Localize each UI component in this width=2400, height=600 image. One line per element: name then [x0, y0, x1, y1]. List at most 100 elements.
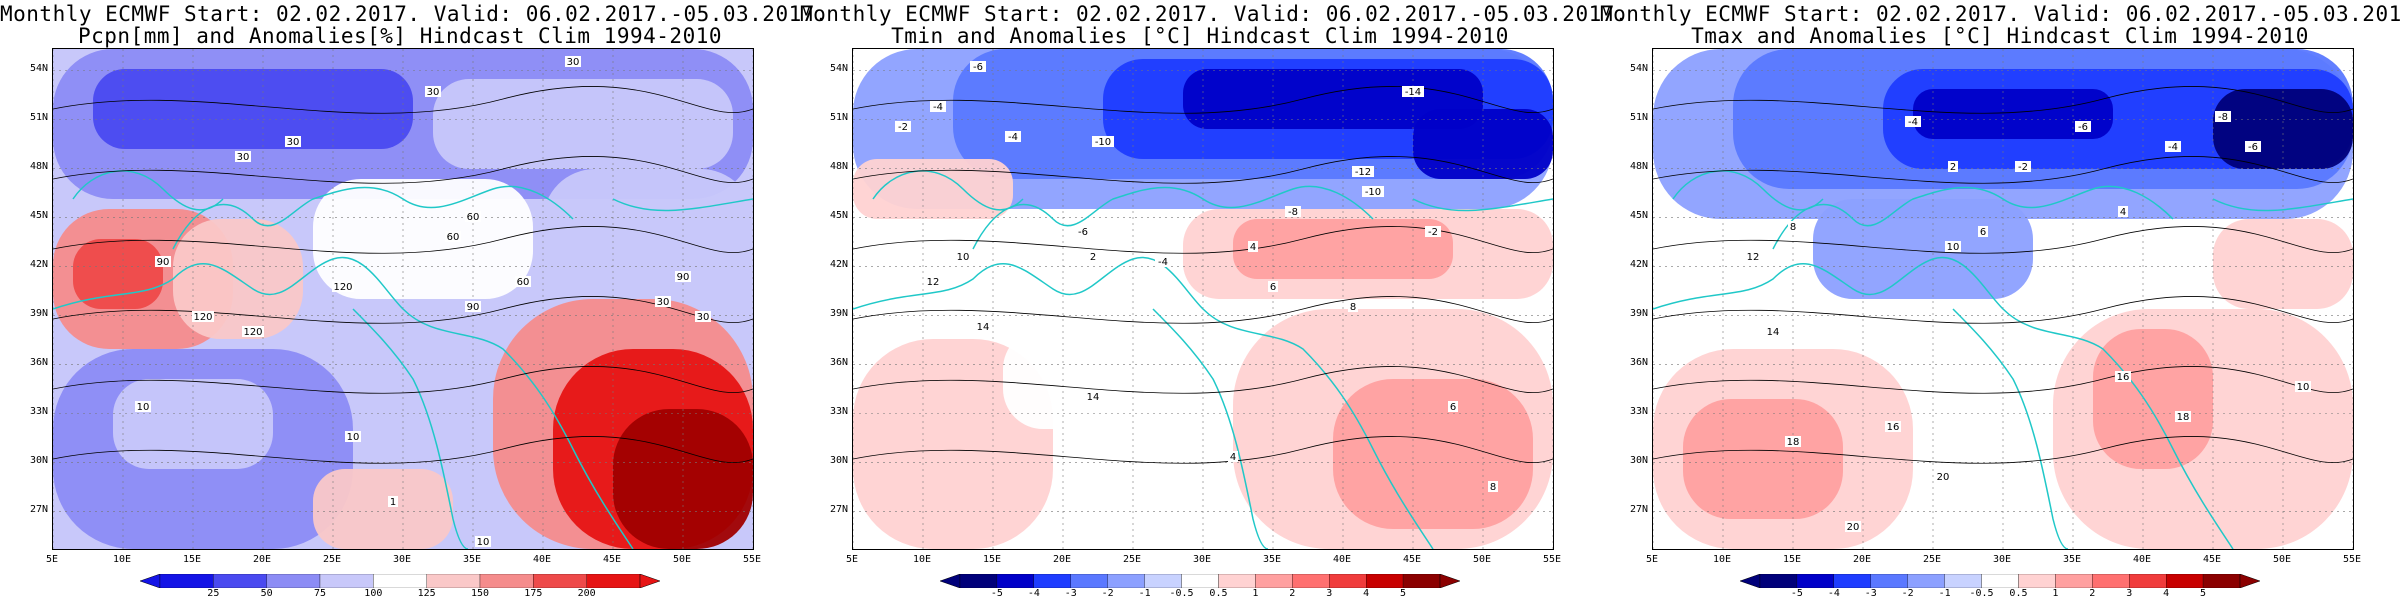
contour-line [853, 226, 1553, 254]
colorbar-label: 4 [2163, 588, 2170, 599]
contour-label: 10 [345, 431, 361, 443]
colorbar-segment [1218, 574, 1256, 588]
contour-label: 4 [1228, 451, 1238, 463]
colorbar-segment [1107, 574, 1145, 588]
colorbar-arrow-right [1439, 574, 1460, 588]
lat-tick-label: 48N [29, 161, 48, 173]
colorbar-arrow-right [2239, 574, 2260, 588]
svg-text:14: 14 [1087, 392, 1100, 403]
panel-title: Monthly ECMWF Start: 02.02.2017. Valid: … [1600, 2, 2400, 26]
colorbar-label: 50 [260, 588, 273, 599]
svg-text:10: 10 [957, 252, 970, 263]
colorbar [940, 574, 1460, 588]
colorbar-label: 200 [577, 588, 596, 599]
lon-tick-label: 20E [1052, 554, 1072, 565]
svg-text:8: 8 [1490, 482, 1496, 493]
colorbar-label: 4 [1363, 588, 1370, 599]
lat-tick-label: 42N [1629, 259, 1648, 271]
contour-label: 30 [565, 56, 581, 68]
colorbar-segment [1144, 574, 1182, 588]
contour-label: 30 [425, 86, 441, 98]
colorbar-segment [1944, 574, 1982, 588]
colorbar-segment [2055, 574, 2093, 588]
svg-text:10: 10 [2297, 382, 2310, 393]
svg-text:30: 30 [237, 152, 250, 163]
svg-text:20: 20 [1847, 522, 1860, 533]
lat-tick-label: 30N [1629, 455, 1648, 467]
coastline [1672, 170, 1824, 211]
contour-label: 12 [925, 276, 941, 288]
svg-text:14: 14 [977, 322, 990, 333]
contour-label: 10 [1945, 241, 1961, 253]
colorbar-label: 100 [364, 588, 383, 599]
contour-label: 8 [1488, 481, 1498, 493]
contour-label: 60 [465, 211, 481, 223]
map-area: -6 -4 -2 -4 -10 -14 -12 -10 -8 -6 -4 -2 2 4 6 8 10 12 14 14… [852, 48, 1554, 550]
map-area: -6 -4 -2 -8 -6 -4 2 4 6 8 10 12 14 16 18 20 20 18 16 10 [1652, 48, 2354, 550]
colorbar-label: -5 [990, 588, 1003, 599]
svg-text:90: 90 [677, 272, 690, 283]
svg-text:12: 12 [927, 277, 940, 288]
lat-tick-label: 48N [829, 161, 848, 173]
contour-label: 120 [192, 311, 214, 323]
colorbar-label: 125 [417, 588, 436, 599]
lat-tick-label: 45N [1629, 210, 1648, 222]
svg-text:60: 60 [447, 232, 460, 243]
lat-tick-label: 27N [1629, 504, 1648, 516]
colorbar-segment [1255, 574, 1293, 588]
field-region [543, 169, 753, 299]
lat-tick-label: 54N [29, 63, 48, 75]
contour-label: 18 [2175, 411, 2191, 423]
contour-label: -10 [1092, 136, 1114, 148]
lat-tick-label: 45N [29, 210, 48, 222]
lat-tick-label: 30N [29, 455, 48, 467]
panel-subtitle: Tmax and Anomalies [°C] Hindcast Clim 19… [1691, 24, 2309, 48]
lon-tick-label: 40E [532, 554, 552, 565]
lon-tick-label: 5E [845, 554, 859, 565]
colorbar-segment [159, 574, 214, 588]
svg-text:30: 30 [427, 87, 440, 98]
field-region [313, 469, 453, 549]
colorbar-segment [1329, 574, 1367, 588]
colorbar-segment [2092, 574, 2130, 588]
colorbar-label: 3 [1326, 588, 1333, 599]
coastline [53, 256, 634, 549]
colorbar-arrow-right [639, 574, 660, 588]
svg-text:6: 6 [1270, 282, 1276, 293]
contour-label: 60 [515, 276, 531, 288]
colorbar-segment [213, 574, 267, 588]
contour-label: -2 [2015, 161, 2031, 173]
contour-label: 10 [955, 251, 971, 263]
map-field: -6 -4 -2 -4 -10 -14 -12 -10 -8 -6 -4 -2 2 4 6 8 10 12 14 14… [853, 49, 1553, 549]
svg-text:30: 30 [657, 297, 670, 308]
field-region [853, 339, 1053, 549]
field-region [853, 159, 1013, 219]
colorbar-label: 2 [1289, 588, 1296, 599]
lat-tick-label: 33N [1629, 406, 1648, 418]
colorbar-label: 150 [470, 588, 490, 599]
colorbar-label: 3 [2126, 588, 2133, 599]
svg-text:30: 30 [697, 312, 710, 323]
lon-tick-label: 15E [1782, 554, 1802, 565]
colorbar-segment [2202, 574, 2241, 588]
coastline [1952, 308, 2069, 549]
contour-label: 90 [155, 256, 171, 268]
lat-tick-label: 48N [1629, 161, 1648, 173]
contour-label: -14 [1402, 86, 1424, 98]
contour-line [53, 366, 753, 394]
svg-text:-6: -6 [2248, 142, 2258, 153]
contour-line [53, 86, 753, 114]
field-region [1003, 329, 1233, 429]
coastline [853, 256, 1434, 549]
colorbar-label: -2 [1101, 588, 1114, 599]
svg-text:6: 6 [1450, 402, 1456, 413]
lon-tick-label: 35E [2062, 554, 2082, 565]
lat-tick-label: 54N [829, 63, 848, 75]
colorbar-segment [1033, 574, 1071, 588]
lat-tick-label: 33N [29, 406, 48, 418]
colorbar-segment [1292, 574, 1330, 588]
lon-tick-label: 5E [1645, 554, 1659, 565]
contour-line [53, 156, 753, 184]
svg-text:1: 1 [390, 497, 396, 508]
colorbar-label: 2 [2089, 588, 2096, 599]
